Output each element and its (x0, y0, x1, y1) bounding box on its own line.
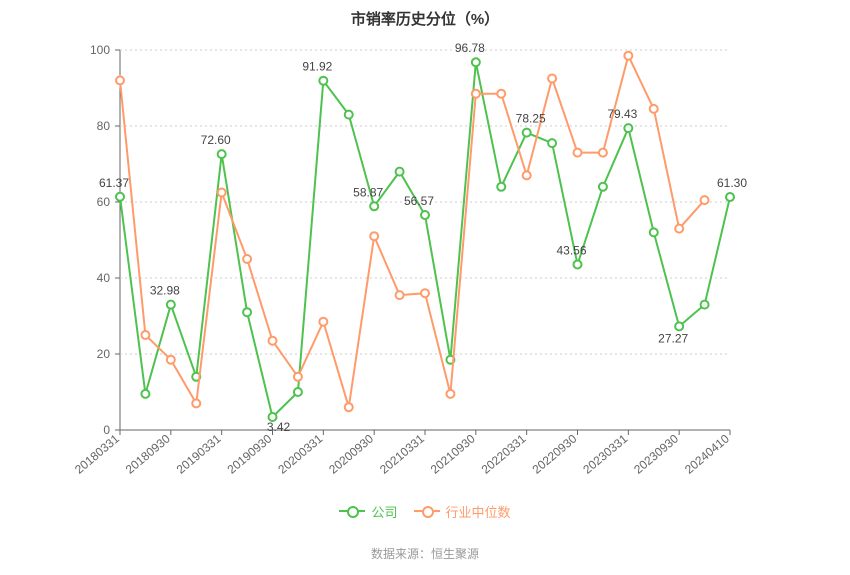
series-marker-0 (319, 77, 327, 85)
series-marker-0 (345, 111, 353, 119)
point-label: 43.56 (556, 243, 586, 257)
point-label: 32.98 (150, 284, 180, 298)
point-label: 27.27 (658, 331, 688, 345)
y-tick-label: 40 (97, 271, 111, 285)
series-marker-0 (548, 139, 556, 147)
x-tick-label: 20230331 (580, 431, 630, 476)
series-marker-0 (294, 388, 302, 396)
legend-marker (347, 506, 359, 518)
series-marker-1 (675, 225, 683, 233)
x-tick-label: 20200331 (275, 431, 325, 476)
series-marker-0 (370, 202, 378, 210)
series-marker-1 (396, 291, 404, 299)
data-source: 数据来源：恒生聚源 (0, 545, 850, 562)
chart-legend: 公司 行业中位数 (0, 500, 850, 521)
x-tick-label: 20220930 (530, 431, 580, 476)
series-line-0 (120, 62, 730, 417)
series-marker-1 (243, 255, 251, 263)
series-marker-0 (116, 193, 124, 201)
series-marker-1 (624, 52, 632, 60)
series-marker-1 (599, 149, 607, 157)
point-label: 56.57 (404, 194, 434, 208)
series-marker-0 (472, 58, 480, 66)
y-tick-label: 100 (90, 43, 110, 57)
y-tick-label: 80 (97, 119, 111, 133)
ps-ratio-chart: 0204060801002018033120180930201903312019… (0, 0, 850, 480)
y-tick-label: 60 (97, 195, 111, 209)
legend-label: 行业中位数 (446, 502, 511, 521)
series-marker-0 (396, 168, 404, 176)
series-marker-1 (167, 356, 175, 364)
point-label: 3.42 (267, 420, 291, 434)
series-marker-1 (497, 90, 505, 98)
legend-item-0[interactable]: 公司 (339, 502, 397, 521)
x-tick-label: 20180930 (123, 431, 173, 476)
x-tick-label: 20190331 (174, 431, 224, 476)
series-marker-1 (218, 189, 226, 197)
x-tick-label: 20180331 (72, 431, 122, 476)
series-marker-0 (675, 322, 683, 330)
x-tick-label: 20230930 (631, 431, 681, 476)
series-marker-1 (116, 76, 124, 84)
x-tick-label: 20220331 (479, 431, 529, 476)
point-label: 58.87 (353, 185, 383, 199)
point-label: 96.78 (455, 41, 485, 55)
series-marker-0 (574, 260, 582, 268)
legend-marker (422, 506, 434, 518)
series-marker-0 (599, 183, 607, 191)
series-marker-0 (726, 193, 734, 201)
point-label: 61.37 (99, 176, 129, 190)
series-marker-1 (421, 289, 429, 297)
series-marker-1 (701, 196, 709, 204)
series-marker-1 (294, 373, 302, 381)
point-label: 78.25 (516, 112, 546, 126)
y-tick-label: 20 (97, 347, 111, 361)
legend-item-1[interactable]: 行业中位数 (414, 502, 511, 521)
series-marker-1 (548, 75, 556, 83)
series-marker-0 (421, 211, 429, 219)
series-marker-0 (167, 301, 175, 309)
x-tick-label: 20200930 (326, 431, 376, 476)
series-marker-0 (243, 308, 251, 316)
x-tick-label: 20210930 (428, 431, 478, 476)
point-label: 79.43 (607, 107, 637, 121)
series-marker-1 (141, 331, 149, 339)
series-marker-0 (141, 390, 149, 398)
point-label: 61.30 (717, 176, 747, 190)
legend-swatch (414, 510, 440, 512)
series-marker-0 (218, 150, 226, 158)
legend-label: 公司 (371, 502, 397, 521)
x-tick-label: 20190930 (225, 431, 275, 476)
series-marker-1 (345, 403, 353, 411)
series-marker-0 (497, 183, 505, 191)
series-marker-1 (370, 232, 378, 240)
series-marker-0 (701, 301, 709, 309)
chart-title: 市销率历史分位（%） (0, 8, 850, 29)
series-marker-0 (624, 124, 632, 132)
series-marker-0 (650, 228, 658, 236)
series-marker-1 (650, 105, 658, 113)
series-marker-1 (472, 90, 480, 98)
source-prefix: 数据来源： (371, 547, 431, 561)
series-marker-1 (523, 171, 531, 179)
point-label: 91.92 (302, 60, 332, 74)
series-marker-1 (269, 337, 277, 345)
series-marker-1 (192, 399, 200, 407)
point-label: 72.60 (201, 133, 231, 147)
x-tick-label: 20210331 (377, 431, 427, 476)
series-marker-1 (574, 149, 582, 157)
source-name: 恒生聚源 (431, 547, 479, 561)
legend-swatch (339, 510, 365, 512)
series-marker-0 (523, 129, 531, 137)
series-marker-1 (446, 390, 454, 398)
x-tick-label: 20240410 (682, 431, 732, 476)
series-marker-1 (319, 318, 327, 326)
